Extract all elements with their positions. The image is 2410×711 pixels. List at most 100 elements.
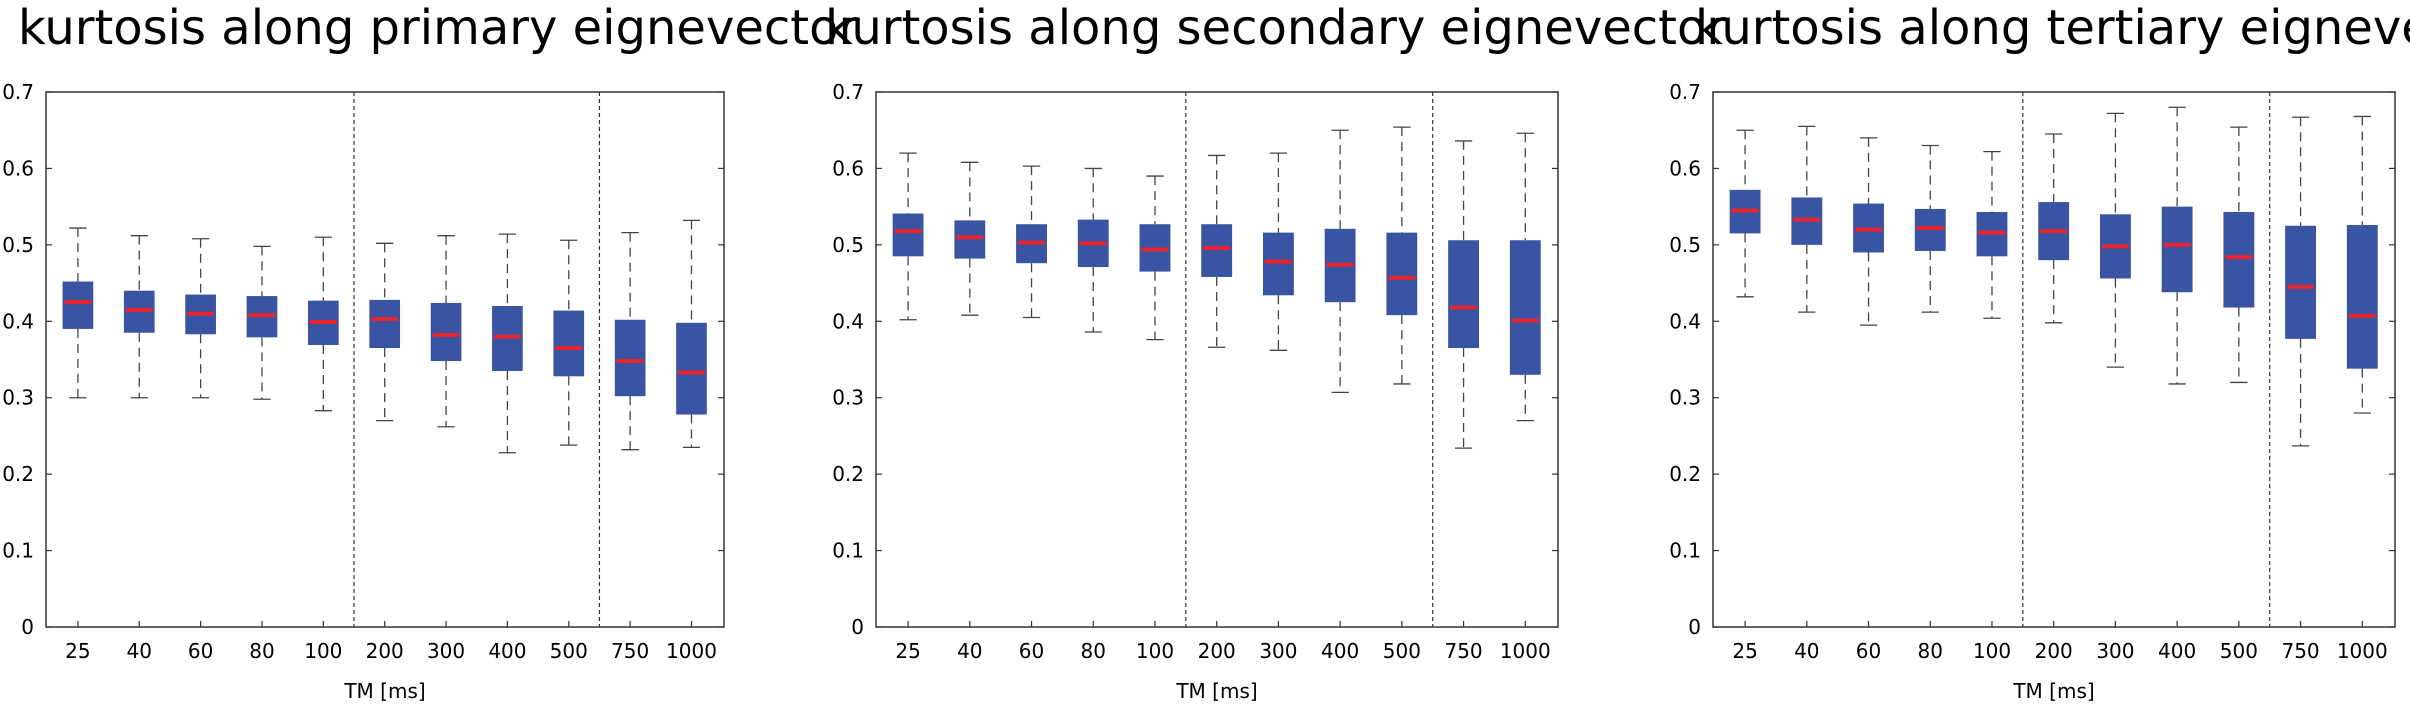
iqr-box: [892, 213, 924, 257]
box-25: 25: [892, 152, 924, 663]
x-tick-label: 80: [1081, 639, 1106, 663]
y-tick-label: 0: [21, 615, 34, 639]
box-750: 750: [2281, 116, 2320, 663]
x-tick-label: 1000: [2337, 639, 2388, 663]
x-tick-label: 750: [2281, 639, 2319, 663]
iqr-box: [62, 281, 94, 329]
iqr-box: [2285, 225, 2316, 339]
box-100: 100: [304, 236, 342, 663]
x-tick-label: 400: [1321, 639, 1359, 663]
x-tick-label: 100: [1136, 639, 1174, 663]
chart-panel-1: kurtosis along primary eignevector 0 0.1 0.…: [2, 0, 858, 703]
y-tick-label: 0.5: [832, 233, 864, 257]
box-100: 100: [1973, 150, 2011, 663]
x-axis-label: TM [ms]: [343, 679, 425, 703]
box-40: 40: [1791, 125, 1823, 663]
y-tick-label: 0.4: [1669, 309, 1701, 333]
x-tick-label: 1000: [1500, 639, 1551, 663]
y-tick-label: 0.1: [1669, 539, 1701, 563]
iqr-box: [430, 302, 462, 362]
x-tick-label: 200: [2035, 639, 2073, 663]
box-1000: 1000: [1500, 132, 1551, 663]
iqr-box: [553, 310, 585, 377]
box-400: 400: [488, 233, 527, 663]
y-tick-label: 0: [851, 615, 864, 639]
iqr-box: [1201, 224, 1233, 277]
x-tick-label: 25: [1732, 639, 1757, 663]
iqr-box: [954, 220, 986, 259]
x-tick-label: 60: [188, 639, 213, 663]
box-500: 500: [550, 239, 588, 663]
box-100: 100: [1136, 175, 1174, 663]
box-1000: 1000: [2337, 115, 2388, 663]
box-500: 500: [1383, 126, 1421, 663]
x-tick-label: 40: [1794, 639, 1819, 663]
chart-panel-3: kurtosis along tertiary eignevector 0 0.1 0…: [1669, 0, 2410, 703]
chart-title: kurtosis along secondary eignevector: [825, 0, 1726, 56]
x-tick-label: 40: [127, 639, 152, 663]
y-tick-label: 0.5: [2, 233, 34, 257]
x-tick-label: 300: [427, 639, 465, 663]
y-tick-label: 0.6: [1669, 156, 1701, 180]
x-tick-label: 200: [1198, 639, 1236, 663]
y-tick-label: 0.4: [832, 309, 864, 333]
iqr-box: [2346, 224, 2378, 369]
iqr-box: [1386, 232, 1418, 316]
box-400: 400: [1321, 129, 1359, 663]
chart-panel-2: kurtosis along secondary eignevector 0 0.1…: [825, 0, 1726, 703]
iqr-box: [1448, 240, 1479, 349]
box-200: 200: [2035, 133, 2073, 663]
x-axis-label: TM [ms]: [1175, 679, 1257, 703]
y-tick-label: 0.7: [2, 80, 34, 104]
x-axis-label: TM [ms]: [2012, 679, 2094, 703]
chart-title: kurtosis along primary eignevector: [18, 0, 858, 56]
iqr-box: [1262, 232, 1294, 296]
iqr-box: [2161, 206, 2193, 293]
y-tick-label: 0.3: [832, 386, 864, 410]
chart-title: kurtosis along tertiary eignevector: [1695, 0, 2410, 56]
x-tick-label: 500: [2220, 639, 2258, 663]
y-tick-label: 0.7: [1669, 80, 1701, 104]
box-750: 750: [1444, 140, 1483, 663]
y-tick-label: 0.4: [2, 309, 34, 333]
iqr-box: [1509, 240, 1541, 375]
x-tick-label: 25: [65, 639, 90, 663]
x-tick-label: 1000: [666, 639, 717, 663]
y-tick-label: 0.5: [1669, 233, 1701, 257]
y-tick-label: 0.3: [1669, 386, 1701, 410]
box-200: 200: [1198, 154, 1236, 663]
box-500: 500: [2220, 126, 2258, 663]
y-tick-label: 0.1: [832, 539, 864, 563]
x-tick-label: 60: [1856, 639, 1881, 663]
box-40: 40: [954, 161, 986, 663]
x-tick-label: 80: [1918, 639, 1943, 663]
y-tick-label: 0.6: [832, 156, 864, 180]
box-1000: 1000: [666, 219, 717, 663]
iqr-box: [369, 299, 401, 349]
box-25: 25: [1729, 129, 1761, 663]
y-tick-label: 0.6: [2, 156, 34, 180]
x-tick-label: 40: [957, 639, 982, 663]
box-300: 300: [1259, 152, 1298, 663]
x-tick-label: 60: [1019, 639, 1044, 663]
box-80: 80: [1077, 167, 1109, 663]
y-tick-label: 0.2: [832, 462, 864, 486]
x-tick-label: 25: [895, 639, 920, 663]
x-tick-label: 750: [1444, 639, 1482, 663]
box-80: 80: [246, 245, 278, 663]
box-750: 750: [611, 231, 649, 663]
box-300: 300: [2096, 112, 2135, 663]
x-tick-label: 500: [1383, 639, 1421, 663]
box-400: 400: [2158, 106, 2196, 663]
box-25: 25: [62, 227, 94, 663]
box-300: 300: [427, 235, 465, 663]
box-60: 60: [185, 238, 216, 663]
iqr-box: [676, 322, 707, 415]
box-80: 80: [1914, 144, 1946, 663]
box-40: 40: [123, 235, 155, 663]
box-60: 60: [1853, 137, 1884, 663]
iqr-box: [2223, 211, 2255, 308]
y-tick-label: 0: [1688, 615, 1701, 639]
box-60: 60: [1016, 165, 1047, 663]
